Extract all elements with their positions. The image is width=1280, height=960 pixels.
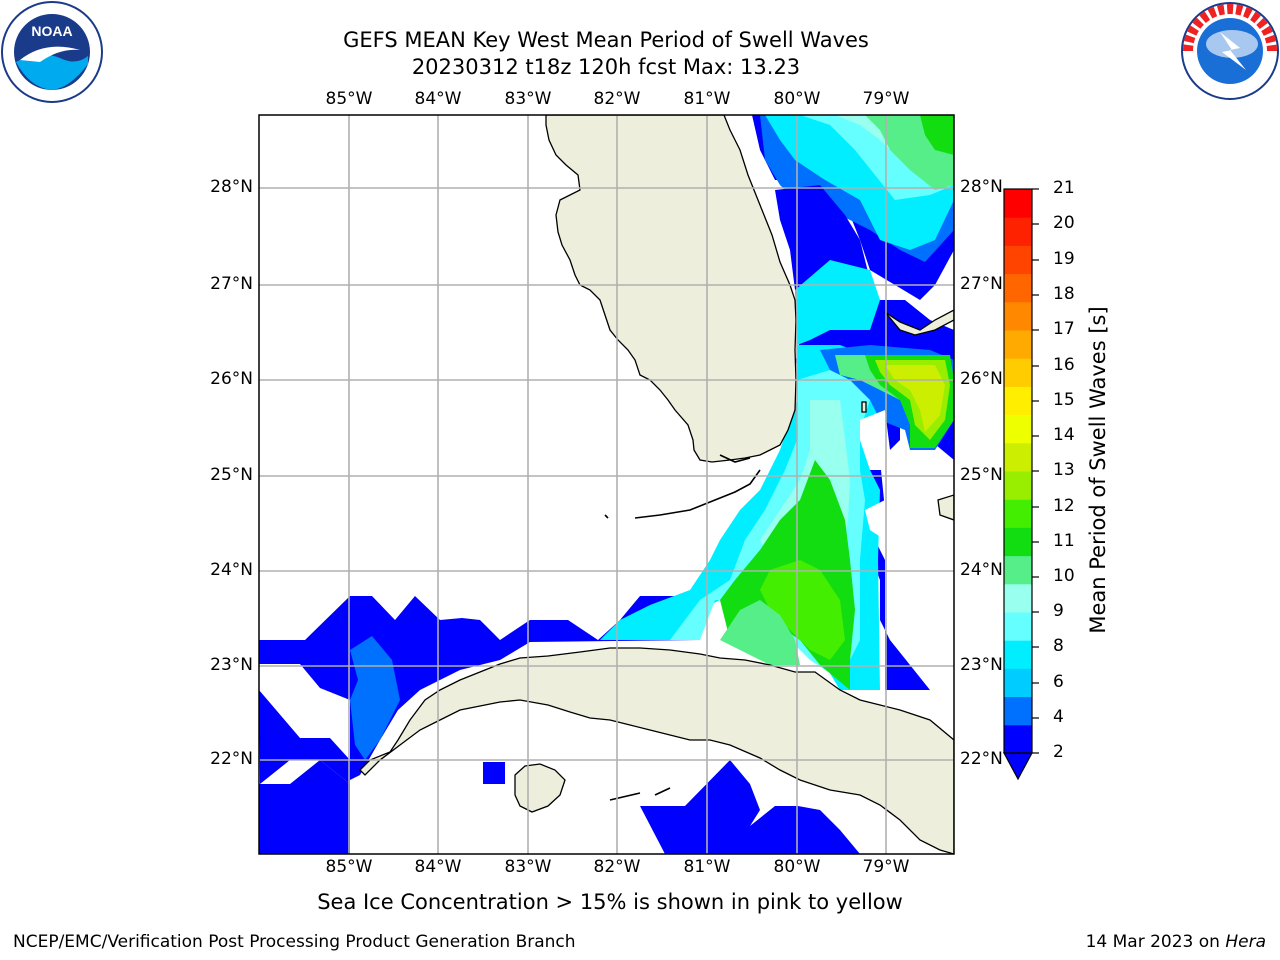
colorbar-tick-label: 10 (1053, 566, 1075, 586)
lon-label-top: 81°W (683, 89, 731, 109)
footer-date: 14 Mar 2023 on Hera (1086, 932, 1266, 952)
colorbar-swatch (1004, 358, 1032, 387)
lat-label-right: 25°N (960, 465, 1003, 485)
lat-label-right: 28°N (960, 177, 1003, 197)
lon-label-bottom: 82°W (593, 857, 641, 877)
colorbar-swatch (1004, 555, 1032, 585)
map-subtitle: 20230312 t18z 120h fcst Max: 13.23 (411, 55, 801, 79)
colorbar-swatch (1004, 668, 1032, 698)
lat-label-left: 27°N (210, 274, 253, 294)
colorbar-tick-label: 13 (1053, 460, 1075, 480)
colorbar-swatch (1004, 612, 1032, 641)
lat-label-right: 23°N (960, 655, 1003, 675)
cuba-landmass (359, 647, 954, 854)
colorbar-title: Mean Period of Swell Waves [s] (1086, 306, 1110, 634)
map-frame (258, 114, 955, 855)
lon-label-bottom: 80°W (773, 857, 821, 877)
colorbar-swatch (1004, 442, 1032, 472)
lon-label-bottom: 85°W (325, 857, 373, 877)
lon-label-bottom: 83°W (504, 857, 552, 877)
florida-landmass (545, 115, 797, 463)
lat-label-left: 28°N (210, 177, 253, 197)
lon-label-top: 79°W (862, 89, 910, 109)
colorbar-tick-label: 17 (1053, 319, 1075, 339)
colorbar-tick-label: 16 (1053, 355, 1075, 375)
lon-label-top: 85°W (325, 89, 373, 109)
colorbar-tick-label: 11 (1053, 531, 1075, 551)
colorbar-tick-label: 18 (1053, 284, 1075, 304)
lon-label-top: 82°W (593, 89, 641, 109)
swell-period-fill (259, 115, 954, 854)
colorbar-swatch (1004, 471, 1032, 500)
lat-label-right: 27°N (960, 274, 1003, 294)
lon-label-bottom: 84°W (414, 857, 462, 877)
noaa-logo: NOAA (1, 1, 103, 103)
colorbar-swatch (1004, 583, 1032, 613)
lat-label-left: 25°N (210, 465, 253, 485)
colorbar-swatch (1004, 414, 1032, 444)
colorbar-swatch (1004, 245, 1032, 275)
footer-host: Hera (1225, 932, 1266, 952)
colorbar-swatch (1004, 217, 1032, 246)
footer-date-text: 14 Mar 2023 on (1085, 932, 1226, 952)
colorbar-tick-label: 15 (1053, 390, 1075, 410)
map-title: GEFS MEAN Key West Mean Period of Swell … (343, 28, 869, 52)
colorbar-tick-label: 14 (1053, 425, 1075, 445)
lat-label-right: 24°N (960, 560, 1003, 580)
sea-ice-note: Sea Ice Concentration > 15% is shown in … (317, 890, 903, 914)
colorbar-swatch (1004, 696, 1032, 726)
colorbar-extend-arrow (1002, 752, 1034, 781)
lat-label-right: 26°N (960, 369, 1003, 389)
lon-label-top: 80°W (773, 89, 821, 109)
lon-label-bottom: 79°W (862, 857, 910, 877)
isla-juventud-landmass (514, 763, 566, 813)
colorbar-swatch (1004, 724, 1032, 754)
colorbar-swatch (1004, 499, 1032, 528)
colorbar-tick-label: 12 (1053, 496, 1075, 516)
colorbar-tick-label: 2 (1053, 742, 1064, 762)
lat-label-right: 22°N (960, 749, 1003, 769)
lon-label-bottom: 81°W (683, 857, 731, 877)
colorbar-tick-label: 19 (1053, 249, 1075, 269)
nws-logo (1181, 2, 1279, 100)
lat-label-left: 23°N (210, 655, 253, 675)
footer-credit: NCEP/EMC/Verification Post Processing Pr… (13, 932, 576, 952)
colorbar-swatch (1004, 301, 1032, 331)
map-area (259, 115, 954, 854)
colorbar-tick-label: 9 (1053, 601, 1064, 621)
svg-text:NOAA: NOAA (31, 23, 72, 39)
colorbar-swatch (1004, 527, 1032, 557)
colorbar-tick-label: 21 (1053, 178, 1075, 198)
colorbar-swatch (1004, 330, 1032, 359)
lat-label-left: 24°N (210, 560, 253, 580)
lat-label-left: 26°N (210, 369, 253, 389)
lon-label-top: 84°W (414, 89, 462, 109)
colorbar-tick-label: 8 (1053, 636, 1064, 656)
keys (604, 454, 761, 801)
colorbar (1002, 188, 1039, 781)
colorbar-tick-label: 4 (1053, 707, 1064, 727)
colorbar-swatch (1004, 189, 1032, 218)
graticule (259, 115, 954, 854)
lon-label-top: 83°W (504, 89, 552, 109)
colorbar-tick-label: 20 (1053, 213, 1075, 233)
colorbar-swatch (1004, 386, 1032, 416)
lat-label-left: 22°N (210, 749, 253, 769)
colorbar-tick-label: 6 (1053, 672, 1064, 692)
colorbar-swatch (1004, 640, 1032, 669)
colorbar-swatch (1004, 273, 1032, 303)
